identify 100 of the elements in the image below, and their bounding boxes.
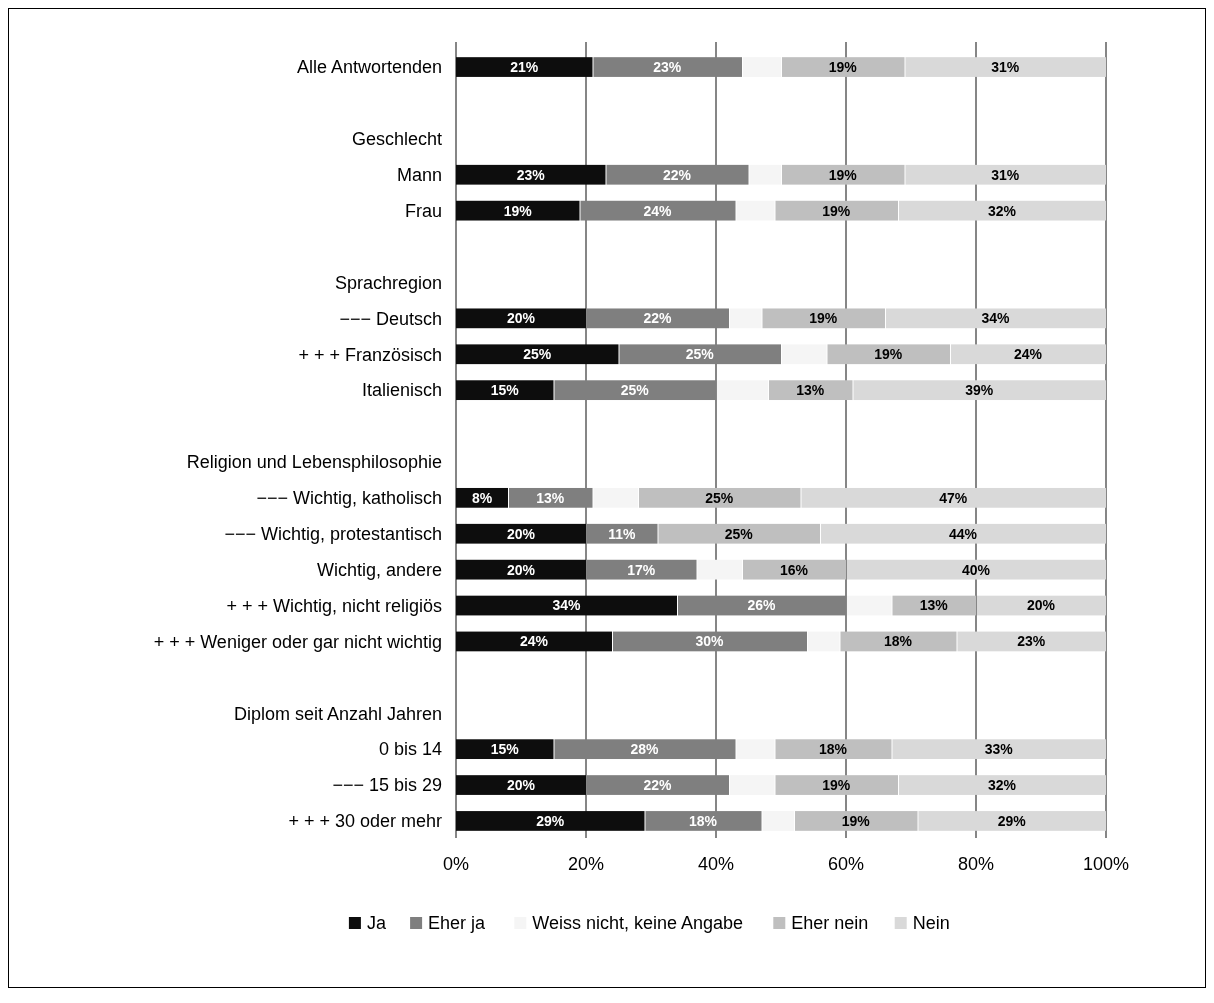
bar [456,164,606,185]
x-tick-label: 20% [567,854,605,874]
data-label: 19% [828,166,858,183]
legend-label: Nein [912,913,950,934]
bar [918,811,1106,831]
y-tick-label: + + + Weniger oder gar nicht wichtig [153,631,442,652]
x-tick-label: 0% [442,854,470,874]
y-tick-label: Alle Antwortenden [296,57,442,78]
y-tick-label: −−− Deutsch [339,308,442,329]
data-label: 34% [552,597,582,614]
y-tick-label: −−− Wichtig, katholisch [256,488,442,509]
bar [769,380,853,401]
data-label: 24% [643,202,673,219]
bar [456,559,586,580]
bar [456,739,554,760]
y-tick-label: Wichtig, andere [316,559,442,580]
data-label: 25% [620,382,650,399]
data-label: 17% [627,561,656,578]
x-tick-label: 60% [827,854,865,874]
data-label: 13% [796,382,825,399]
data-label: 44% [948,525,978,542]
data-label: 19% [822,776,851,793]
data-label: 18% [688,812,718,829]
bar [847,559,1106,580]
data-label: 24% [1013,346,1043,363]
data-label: 15% [490,382,520,399]
bar [762,308,885,329]
y-tick-label: 0 bis 14 [378,739,442,760]
bar [697,559,742,580]
bar [749,164,781,185]
data-label: 21% [510,58,539,75]
y-tick-label: Italienisch [361,380,442,401]
bar [658,523,820,544]
bar [717,380,768,401]
y-tick-label: + + + Wichtig, nicht religiös [226,595,442,616]
bar [456,200,580,221]
data-label: 30% [695,633,725,650]
data-label: 22% [662,166,692,183]
data-label: 15% [490,741,520,758]
data-label: 19% [841,812,871,829]
bar [639,487,801,508]
data-label: 32% [987,776,1017,793]
bar [782,57,905,77]
data-label: 31% [991,58,1020,75]
y-tick-label: −−− 15 bis 29 [332,775,442,796]
bar [899,775,1106,795]
bar [782,164,905,185]
data-label: 28% [630,741,660,758]
bar [456,523,586,544]
legend-label: Weiss nicht, keine Angabe [532,913,744,934]
legend-label: Eher ja [428,913,487,934]
bar [899,200,1106,221]
data-label: 8% [471,489,493,506]
bar [886,308,1106,329]
bar [905,57,1106,77]
bar [456,595,677,616]
y-tick-label: Sprachregion [334,272,442,293]
bar [743,559,846,580]
bar [782,344,827,365]
bar [847,595,892,616]
bar [775,775,898,795]
bar [951,344,1106,365]
y-tick-label: Diplom seit Anzahl Jahren [233,703,442,724]
bar [775,200,898,221]
data-label: 13% [536,489,565,506]
data-label: 19% [503,202,533,219]
data-label: 25% [523,346,552,363]
data-label: 11% [608,525,636,542]
data-label: 29% [536,812,565,829]
data-label: 20% [506,310,536,327]
data-label: 25% [705,489,734,506]
y-tick-label: + + + 30 oder mehr [288,811,442,832]
bar [775,739,892,760]
data-label: 25% [685,346,715,363]
data-label: 29% [997,812,1027,829]
data-label: 13% [919,597,949,614]
bar [730,308,762,329]
data-label: 19% [809,310,838,327]
bar [456,308,586,329]
data-label: 26% [747,597,777,614]
x-tick-label: 100% [1082,854,1130,874]
data-label: 39% [965,382,994,399]
data-label: 47% [939,489,968,506]
y-tick-label: Religion und Lebensphilosophie [186,452,442,473]
bar [456,775,586,795]
data-label: 23% [516,166,546,183]
data-label: 18% [883,633,913,650]
data-label: 20% [1026,597,1056,614]
data-label: 22% [643,776,673,793]
bar [736,739,775,760]
bar [801,487,1106,508]
data-label: 31% [991,166,1020,183]
y-tick-label: Frau [404,200,442,221]
bar [456,811,645,831]
y-tick-label: + + + Französisch [298,344,442,365]
x-tick-label: 80% [957,854,995,874]
data-label: 20% [506,525,536,542]
data-label: 33% [984,741,1014,758]
data-label: 32% [987,202,1017,219]
bar [456,57,593,77]
